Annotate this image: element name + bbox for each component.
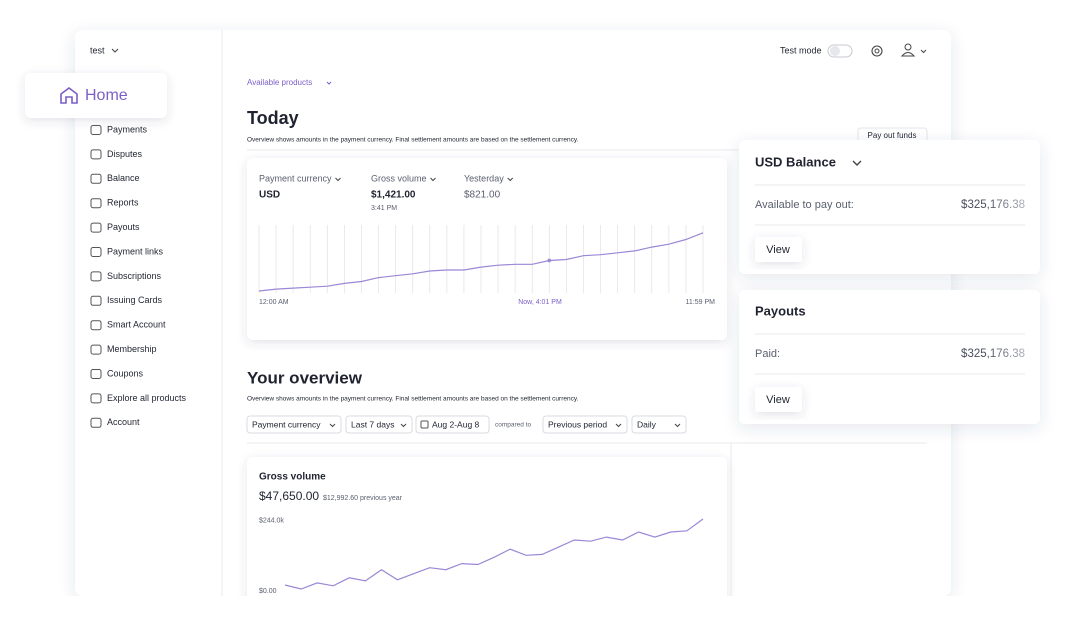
chevron	[674, 423, 681, 428]
nav-icon	[90, 247, 102, 257]
nav-item[interactable]: Reports	[107, 198, 139, 208]
stat-label[interactable]: Payment currency	[259, 173, 332, 183]
chevron	[615, 423, 622, 428]
settings-icon[interactable]	[871, 45, 883, 57]
payouts-title: Payouts	[755, 303, 806, 318]
balance-card	[739, 140, 1040, 274]
gross-volume-card	[247, 457, 727, 607]
nav-item[interactable]: Account	[107, 417, 140, 427]
y-tick-label: $0.00	[259, 588, 277, 595]
stat-label[interactable]: Gross volume	[371, 173, 427, 183]
settings-icon-center	[874, 48, 880, 54]
view-button[interactable]	[755, 387, 802, 412]
toggle-knob	[830, 46, 840, 56]
stat-label[interactable]: Yesterday	[464, 173, 504, 183]
payouts-label: Paid:	[755, 348, 780, 360]
filter-button[interactable]	[246, 415, 342, 434]
chevron	[329, 423, 336, 428]
user-icon[interactable]	[904, 43, 912, 51]
filter-caption: compared to	[495, 422, 532, 429]
payouts-amount: $325,176.38	[961, 348, 1025, 360]
nav-item[interactable]: Payouts	[107, 222, 140, 232]
stat-sub: 3:41 PM	[371, 205, 397, 212]
filter-button[interactable]	[631, 415, 687, 434]
home-card[interactable]	[25, 73, 167, 118]
nav-item[interactable]: Issuing Cards	[107, 295, 163, 305]
filter-label[interactable]: Previous period	[548, 419, 607, 429]
chevron	[852, 160, 862, 166]
payouts-card	[739, 290, 1040, 424]
test-mode-label: Test mode	[780, 45, 822, 55]
x-axis-label: Now, 4:01 PM	[518, 299, 562, 306]
chevron	[111, 48, 119, 53]
today-title: Today	[247, 108, 299, 128]
nav-icon	[90, 344, 102, 355]
nav-item[interactable]: Coupons	[107, 368, 144, 378]
nav-item[interactable]: Payments	[107, 124, 148, 134]
nav-icon	[90, 320, 102, 331]
today-chart-card	[247, 158, 727, 340]
available-products[interactable]: Available products	[247, 78, 312, 87]
chevron	[335, 177, 341, 182]
view-button[interactable]	[755, 237, 802, 262]
account-switcher[interactable]: test	[90, 45, 105, 55]
filter-button[interactable]	[345, 415, 413, 434]
filter-label[interactable]: Payment currency	[252, 419, 321, 429]
chevron	[430, 177, 436, 182]
chevron	[326, 81, 332, 85]
balance-amount: $325,176.38	[961, 199, 1025, 211]
nav-icon	[90, 417, 102, 428]
stat-value: $821.00	[464, 190, 501, 201]
nav-icon	[90, 149, 102, 160]
nav-icon	[90, 271, 102, 282]
chevron	[507, 177, 514, 182]
line	[284, 518, 704, 590]
nav-icon	[90, 173, 102, 184]
line	[258, 232, 704, 292]
y-tick-label: $244.0k	[259, 518, 284, 525]
filter-label[interactable]: Aug 2-Aug 8	[432, 419, 480, 429]
nav-icon	[90, 198, 102, 209]
chevron	[400, 423, 407, 428]
nav-item[interactable]: Subscriptions	[107, 271, 162, 281]
view-label[interactable]: View	[766, 244, 790, 256]
overview-title: Your overview	[247, 368, 363, 387]
calendar-icon	[420, 420, 429, 429]
pay-out-label[interactable]: Pay out funds	[868, 131, 917, 140]
gross-volume-previous: $12,992.60 previous year	[323, 495, 403, 502]
nav-item[interactable]: Membership	[107, 344, 157, 354]
view-label[interactable]: View	[766, 394, 790, 406]
filter-label[interactable]: Daily	[637, 419, 657, 429]
nav-item[interactable]: Balance	[107, 173, 140, 183]
filter-label[interactable]: Last 7 days	[351, 419, 394, 429]
nav-item[interactable]: Explore all products	[107, 393, 187, 403]
home-icon	[60, 87, 78, 104]
x-axis-label: 12:00 AM	[259, 299, 289, 306]
balance-label: Available to pay out:	[755, 199, 854, 211]
nav-icon	[90, 393, 102, 404]
today-description: Overview shows amounts in the payment cu…	[247, 137, 579, 144]
gross-volume-title: Gross volume	[259, 472, 326, 483]
current-point	[547, 258, 552, 263]
home-label[interactable]: Home	[85, 87, 128, 104]
stat-value: USD	[259, 190, 280, 201]
overview-description: Overview shows amounts in the payment cu…	[247, 396, 579, 403]
nav-icon	[90, 222, 102, 233]
filter-button[interactable]	[542, 415, 628, 434]
nav-item[interactable]: Payment links	[107, 246, 164, 256]
bottom-mask	[0, 596, 1088, 618]
nav-item[interactable]: Smart Account	[107, 320, 166, 330]
nav-icon	[90, 125, 102, 135]
filter-button[interactable]	[415, 415, 490, 434]
stat-value: $1,421.00	[371, 190, 416, 201]
x-axis-label: 11:59 PM	[686, 299, 716, 306]
user-icon-body	[900, 52, 916, 57]
gross-volume-amount: $47,650.00	[259, 489, 319, 503]
nav-item[interactable]: Disputes	[107, 149, 143, 159]
nav-icon	[90, 295, 102, 306]
chevron	[920, 49, 927, 54]
nav-icon	[90, 369, 102, 379]
balance-title: USD Balance	[755, 154, 836, 169]
